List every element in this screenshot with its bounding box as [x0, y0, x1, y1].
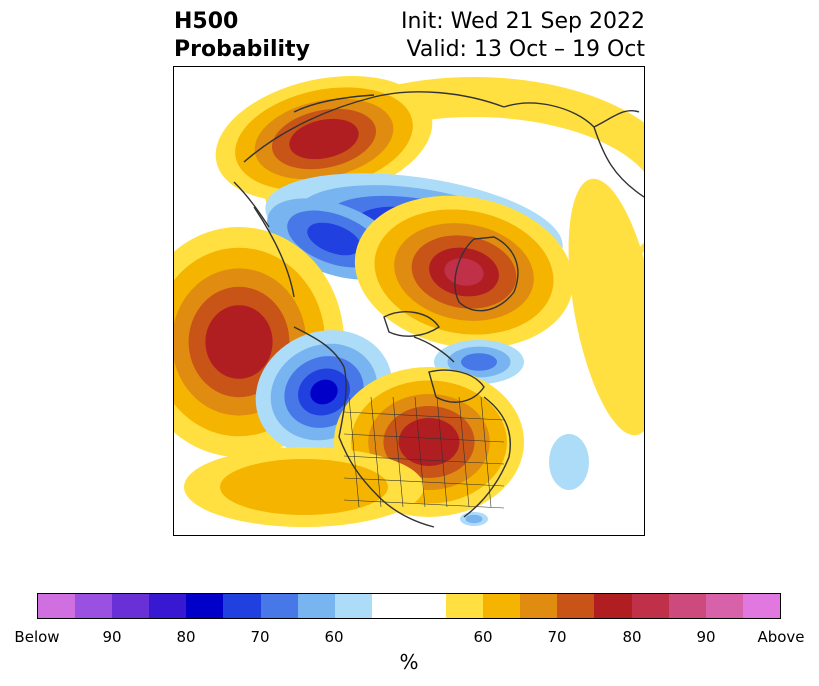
colorbar-swatch	[112, 594, 150, 618]
border-line	[343, 411, 505, 421]
colorbar-swatch	[38, 594, 76, 618]
colorbar-tick-label: Above	[757, 628, 805, 646]
colorbar-tick-label: 60	[473, 628, 493, 646]
coastline	[413, 336, 455, 363]
map-canvas	[174, 76, 644, 528]
colorbar-tick-label: 80	[176, 628, 196, 646]
coastline	[338, 436, 435, 528]
border-line	[458, 396, 470, 508]
colorbar-swatch	[260, 594, 298, 618]
warm-anomaly-pole	[444, 258, 484, 286]
border-line	[343, 477, 505, 487]
coastline	[383, 311, 440, 337]
warm-anomaly-siberia	[289, 118, 359, 160]
warm-anomaly-pacific	[205, 305, 273, 379]
title-type: Probability	[174, 37, 310, 62]
colorbar-swatch	[742, 594, 780, 618]
coastline	[454, 236, 519, 312]
coastline	[293, 94, 375, 113]
colorbar-tick-label: 70	[250, 628, 270, 646]
colorbar-tick-label: 80	[622, 628, 642, 646]
colorbar-swatch	[668, 594, 706, 618]
colorbar-swatch	[446, 594, 484, 618]
coastline	[463, 396, 511, 518]
warm-anomaly-east-us	[398, 418, 460, 466]
colorbar-swatch	[557, 594, 595, 618]
colorbar-swatch	[223, 594, 261, 618]
colorbar-unit-label: %	[399, 650, 419, 674]
colorbar-swatch	[594, 594, 632, 618]
colorbar-swatch	[520, 594, 558, 618]
colorbar-swatch	[75, 594, 113, 618]
border-line	[480, 396, 492, 508]
cold-anomaly-hudson	[461, 353, 497, 371]
coastline	[503, 102, 644, 198]
probability-map	[173, 66, 645, 536]
border-line	[343, 455, 505, 465]
colorbar-swatch	[705, 594, 743, 618]
border-line	[343, 433, 505, 443]
title-init-date: Init: Wed 21 Sep 2022	[401, 9, 645, 34]
colorbar-tick-label: 90	[696, 628, 716, 646]
colorbar-tick-label: 70	[547, 628, 567, 646]
colorbar-swatch	[186, 594, 224, 618]
cold-anomaly-gulf	[465, 514, 483, 524]
colorbar-swatch	[371, 594, 447, 618]
chart-title-left: H500 Probability	[174, 8, 310, 64]
title-variable: H500	[174, 9, 239, 34]
warm-anomaly-east-band	[568, 178, 644, 436]
warm-anomaly-south	[220, 459, 388, 515]
coastline	[233, 181, 270, 228]
cold-anomaly-atlantic	[549, 434, 589, 490]
coastlines	[233, 91, 644, 528]
colorbar-tick-label: 90	[102, 628, 122, 646]
cold-anomaly-siberia	[307, 222, 361, 256]
colorbar-swatch	[297, 594, 335, 618]
colorbar-swatch	[631, 594, 669, 618]
coastline	[593, 110, 640, 128]
chart-title-right: Init: Wed 21 Sep 2022 Valid: 13 Oct – 19…	[401, 8, 645, 64]
anomaly-contours	[174, 76, 644, 527]
border-line	[392, 396, 404, 508]
border-line	[436, 396, 448, 508]
colorbar-tick-label: Below	[14, 628, 60, 646]
colorbar	[37, 593, 781, 619]
colorbar-swatch	[334, 594, 372, 618]
colorbar-swatch	[483, 594, 521, 618]
colorbar-swatch	[149, 594, 187, 618]
coastline	[243, 91, 505, 163]
border-line	[348, 396, 360, 508]
border-line	[370, 396, 382, 508]
title-valid-range: Valid: 13 Oct – 19 Oct	[406, 37, 645, 62]
cold-anomaly-west	[310, 379, 338, 405]
coastline	[293, 326, 347, 438]
border-line	[343, 499, 505, 509]
colorbar-tick-label: 60	[324, 628, 344, 646]
coastline	[253, 206, 295, 298]
coastline	[428, 369, 485, 403]
